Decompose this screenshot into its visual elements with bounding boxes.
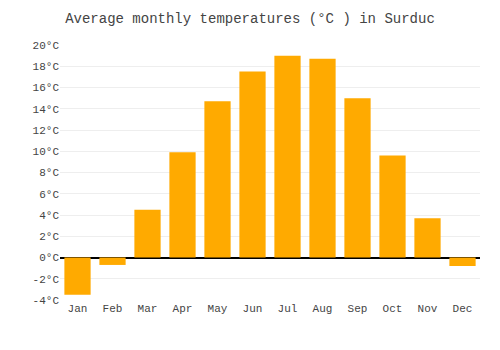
svg-text:20°C: 20°C <box>33 40 60 52</box>
svg-text:16°C: 16°C <box>33 82 60 94</box>
svg-text:Nov: Nov <box>418 303 438 315</box>
svg-text:4°C: 4°C <box>39 210 59 222</box>
svg-text:-4°C: -4°C <box>33 295 60 307</box>
svg-text:Sep: Sep <box>348 303 368 315</box>
svg-text:Jul: Jul <box>278 303 298 315</box>
svg-text:Apr: Apr <box>173 303 193 315</box>
svg-text:2°C: 2°C <box>39 231 59 243</box>
svg-text:Average monthly temperatures (: Average monthly temperatures (°C ) in Su… <box>65 11 435 27</box>
svg-text:12°C: 12°C <box>33 125 60 137</box>
svg-text:6°C: 6°C <box>39 189 59 201</box>
svg-text:18°C: 18°C <box>33 61 60 73</box>
svg-text:Mar: Mar <box>138 303 158 315</box>
svg-text:10°C: 10°C <box>33 146 60 158</box>
svg-text:8°C: 8°C <box>39 167 59 179</box>
svg-text:Dec: Dec <box>453 303 473 315</box>
svg-text:May: May <box>208 303 228 315</box>
svg-text:0°C: 0°C <box>39 252 59 264</box>
svg-text:14°C: 14°C <box>33 104 60 116</box>
svg-text:-2°C: -2°C <box>33 274 60 286</box>
svg-text:Oct: Oct <box>383 303 403 315</box>
svg-text:Aug: Aug <box>313 303 333 315</box>
svg-text:Feb: Feb <box>103 303 123 315</box>
svg-text:Jan: Jan <box>68 303 88 315</box>
svg-text:Jun: Jun <box>243 303 263 315</box>
